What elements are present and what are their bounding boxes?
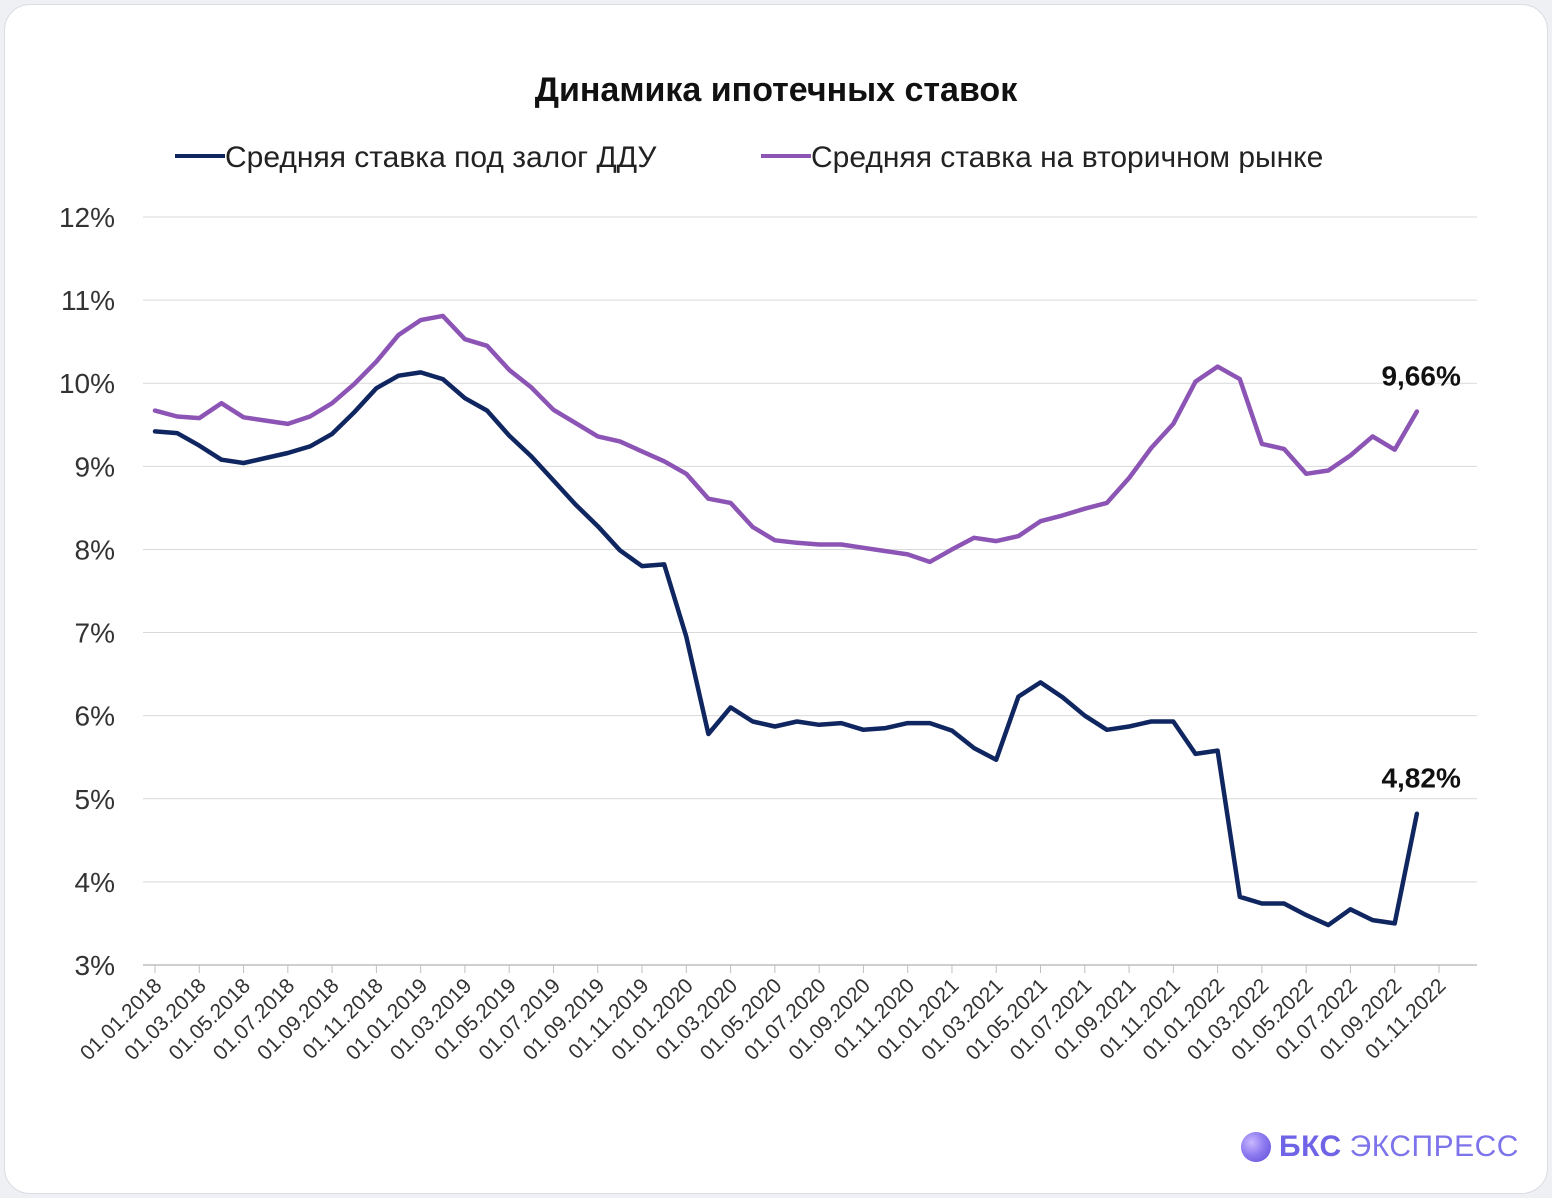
grid [143, 216, 1477, 966]
brand-name: БКС [1279, 1130, 1342, 1163]
y-tick-label: 4% [75, 867, 115, 898]
y-tick-label: 8% [75, 534, 115, 565]
series-line-ddu [152, 370, 1420, 928]
y-axis: 3% 4% 5% 6% 7% 8% 9% 10% 11% 12% [59, 202, 115, 981]
bks-sphere-icon [1241, 1132, 1271, 1162]
data-labels: 9,66% 4,82% [1381, 360, 1460, 793]
x-axis: 01.01.201801.03.201801.05.201801.07.2018… [76, 965, 1451, 1065]
y-tick-label: 6% [75, 701, 115, 732]
series-lines [152, 313, 1420, 928]
chart-card: Динамика ипотечных ставок Средняя ставка… [4, 4, 1548, 1194]
data-label: 4,82% [1381, 763, 1460, 794]
legend: Средняя ставка под залог ДДУ Средняя ста… [175, 141, 1323, 174]
y-tick-label: 11% [61, 285, 115, 316]
chart-svg: Динамика ипотечных ставок Средняя ставка… [59, 71, 1477, 1065]
y-tick-label: 5% [75, 784, 115, 815]
y-tick-label: 10% [59, 368, 115, 399]
brand-logo: БКС ЭКСПРЕСС [1241, 1127, 1519, 1167]
y-tick-label: 3% [75, 950, 115, 981]
y-tick-label: 7% [75, 618, 115, 649]
series-line-secondary [152, 313, 1420, 565]
y-tick-label: 9% [75, 451, 115, 482]
brand-sub: ЭКСПРЕСС [1349, 1130, 1519, 1163]
chart-title: Динамика ипотечных ставок [535, 71, 1018, 109]
legend-label-secondary: Средняя ставка на вторичном рынке [811, 141, 1323, 174]
data-label: 9,66% [1381, 360, 1460, 391]
legend-label-ddu: Средняя ставка под залог ДДУ [225, 141, 657, 174]
y-tick-label: 12% [59, 202, 115, 233]
